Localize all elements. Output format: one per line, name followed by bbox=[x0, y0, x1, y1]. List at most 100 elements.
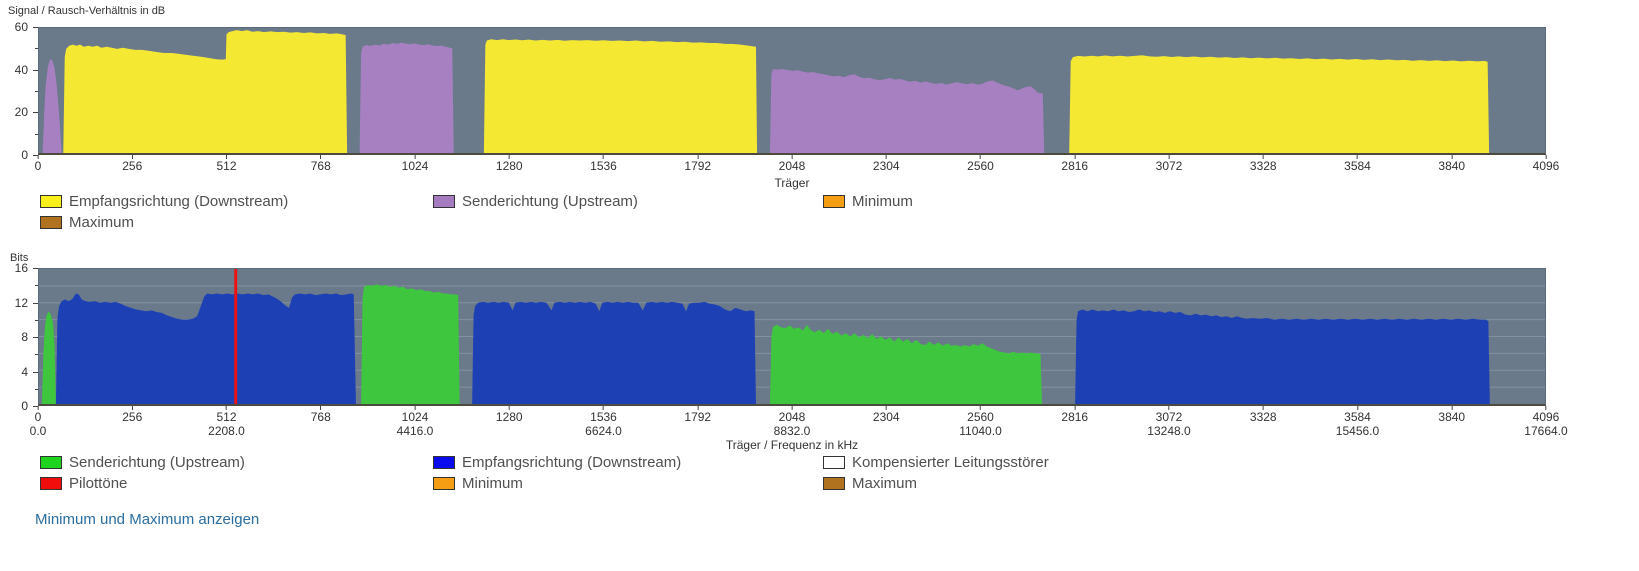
legend-row: Pilottöne Minimum Maximum bbox=[0, 474, 1639, 495]
x-tick-label: 3584 bbox=[1344, 159, 1371, 173]
x-tick-label: 1536 bbox=[590, 410, 617, 424]
x-tick-label: 1280 bbox=[495, 410, 523, 424]
x-tick-mark bbox=[320, 406, 322, 410]
x-tick-mark bbox=[1356, 155, 1358, 159]
x-tick: 1280 bbox=[496, 155, 523, 173]
x-tick-label: 2816 bbox=[1061, 159, 1089, 173]
snr-chart: Signal / Rausch-Verhältnis in dB 0 20 40 60… bbox=[0, 0, 1639, 240]
legend-item-empfangsrichtung-downstream: Empfangsrichtung (Downstream) bbox=[40, 193, 288, 210]
x-tick: 3072 13248.0 bbox=[1147, 406, 1191, 438]
x-tick: 4096 bbox=[1533, 155, 1559, 173]
x-tick-freq-label: 13248.0 bbox=[1147, 424, 1191, 438]
x-tick-label: 2048 bbox=[778, 159, 806, 173]
x-tick-label: 768 bbox=[310, 410, 331, 424]
x-tick: 2560 11040.0 bbox=[959, 406, 1002, 438]
x-tick-label: 3072 bbox=[1155, 410, 1183, 424]
x-tick-label: 1792 bbox=[684, 159, 712, 173]
x-tick-freq-label: 8832.0 bbox=[773, 424, 811, 438]
bits-y-axis: 0 4 8 12 16 bbox=[0, 262, 38, 412]
bits-series-svg bbox=[39, 269, 1545, 404]
y-tick-label: 4 bbox=[21, 364, 28, 379]
x-tick-mark bbox=[1451, 406, 1453, 410]
legend-label: Empfangsrichtung (Downstream) bbox=[69, 193, 289, 210]
x-tick-label: 2560 bbox=[967, 410, 994, 424]
x-tick-label: 4096 bbox=[1532, 410, 1560, 424]
snr-legend: Empfangsrichtung (Downstream) Senderichtu… bbox=[0, 192, 1639, 234]
snr-series-svg bbox=[42, 30, 1490, 153]
x-tick: 0 0.0 bbox=[29, 406, 47, 438]
legend-swatch bbox=[823, 477, 845, 490]
x-tick-mark bbox=[602, 406, 604, 410]
y-minor-tick-mark bbox=[35, 285, 38, 287]
y-minor-tick-mark bbox=[35, 319, 38, 321]
x-tick: 2304 bbox=[873, 155, 900, 173]
x-tick-mark bbox=[791, 406, 793, 410]
legend-item-maximum: Maximum bbox=[823, 475, 917, 492]
legend-label: Minimum bbox=[852, 193, 913, 210]
x-tick-label: 1024 bbox=[401, 410, 429, 424]
snr-x-axis: 0 256 512 768 1024 1280 1536 1792 2048 2304 2560 28… bbox=[34, 155, 1559, 189]
snr-plot-area bbox=[38, 27, 1546, 155]
x-tick: 3840 bbox=[1438, 155, 1465, 173]
x-tick: 1792 bbox=[684, 155, 711, 173]
x-tick-label: 3840 bbox=[1438, 159, 1466, 173]
y-tick-label: 0 bbox=[21, 399, 28, 413]
x-tick-mark bbox=[697, 406, 699, 410]
x-tick-freq-label: 17664.0 bbox=[1524, 424, 1568, 438]
y-minor-tick-mark bbox=[35, 388, 38, 390]
x-tick-mark bbox=[131, 155, 133, 159]
x-tick-label: 0 bbox=[34, 410, 42, 424]
x-tick-label: 3072 bbox=[1155, 159, 1183, 173]
x-tick-freq-label: 0.0 bbox=[29, 424, 47, 438]
x-tick: 2048 bbox=[778, 155, 806, 173]
x-tick-label: 0 bbox=[34, 159, 42, 173]
x-tick: 512 bbox=[216, 155, 237, 173]
x-tick-mark bbox=[1168, 155, 1170, 159]
x-tick: 3328 bbox=[1250, 155, 1277, 173]
x-tick: 2048 8832.0 bbox=[773, 406, 811, 438]
y-minor-tick-mark bbox=[35, 48, 38, 50]
x-tick-mark bbox=[225, 406, 227, 410]
x-tick-label: 256 bbox=[122, 159, 143, 173]
y-tick-label: 12 bbox=[14, 295, 28, 310]
legend-swatch bbox=[433, 456, 455, 469]
x-tick-mark bbox=[1545, 406, 1547, 410]
x-tick-label: 3840 bbox=[1438, 410, 1466, 424]
x-tick-mark bbox=[1262, 155, 1264, 159]
x-tick-freq-label: 15456.0 bbox=[1335, 424, 1380, 438]
bits-chart: Bits 0 4 8 12 16 0 0.0 256 512 2208.0 768 1024 4416… bbox=[0, 248, 1639, 498]
legend-swatch bbox=[40, 195, 62, 208]
y-tick-mark bbox=[33, 302, 38, 304]
x-tick-label: 2304 bbox=[872, 159, 900, 173]
bits-x-axis-label: Träger / Frequenz in kHz bbox=[725, 438, 859, 452]
x-tick-label: 3328 bbox=[1249, 410, 1277, 424]
x-tick: 256 bbox=[122, 155, 142, 173]
x-tick-mark bbox=[37, 155, 39, 159]
x-tick-mark bbox=[1168, 406, 1170, 410]
x-tick: 1536 bbox=[590, 155, 617, 173]
y-tick-mark bbox=[33, 406, 38, 407]
x-tick-mark bbox=[1074, 155, 1076, 159]
show-min-max-link[interactable]: Minimum und Maximum anzeigen bbox=[35, 511, 260, 528]
x-tick-label: 1792 bbox=[684, 410, 712, 424]
x-tick-label: 1536 bbox=[590, 159, 617, 173]
x-tick: 3328 bbox=[1250, 406, 1277, 424]
y-tick-label: 20 bbox=[14, 105, 28, 120]
x-tick: 256 bbox=[122, 406, 142, 424]
y-tick-label: 0 bbox=[21, 148, 28, 162]
legend-item-maximum: Maximum bbox=[40, 214, 134, 231]
legend-swatch bbox=[40, 216, 62, 229]
y-minor-tick-mark bbox=[35, 91, 38, 92]
x-tick-label: 2048 bbox=[778, 410, 806, 424]
x-tick: 2304 bbox=[873, 406, 900, 424]
x-tick: 2560 bbox=[967, 155, 994, 173]
x-tick-label: 2816 bbox=[1061, 410, 1089, 424]
x-tick-mark bbox=[1262, 406, 1264, 410]
legend-label: Maximum bbox=[852, 475, 918, 492]
x-tick-mark bbox=[414, 406, 416, 410]
y-tick-mark bbox=[33, 112, 38, 114]
y-tick-label: 8 bbox=[21, 330, 28, 344]
x-tick: 2816 bbox=[1061, 155, 1088, 173]
legend-swatch bbox=[823, 195, 845, 208]
snr-x-axis-label: Träger bbox=[774, 176, 810, 190]
